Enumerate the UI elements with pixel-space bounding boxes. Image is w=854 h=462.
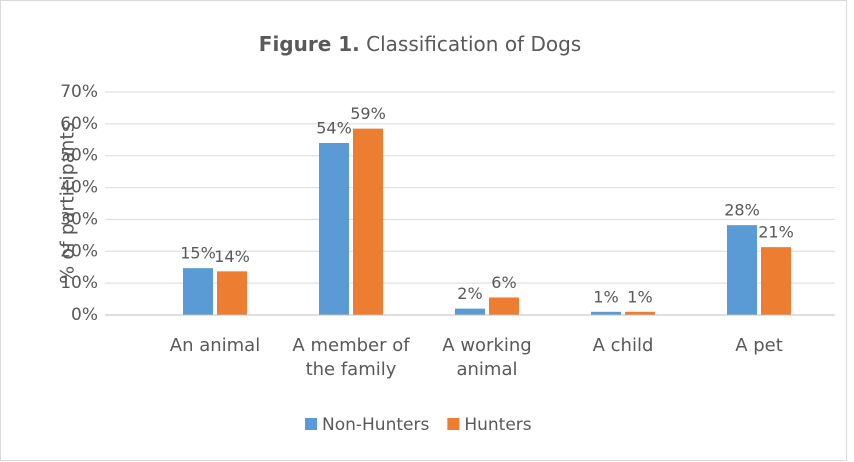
bar (727, 225, 757, 315)
data-label: 6% (491, 273, 516, 292)
bar (625, 311, 655, 315)
x-tick-label: A pet (735, 335, 783, 356)
data-label: 15% (180, 244, 216, 263)
bar (183, 268, 213, 315)
x-tick-line: A working (442, 335, 531, 356)
x-tick-line: animal (456, 359, 517, 380)
y-tick-label: 60% (60, 114, 98, 134)
chart-title-group: Figure 1. Classification of Dogs (259, 32, 581, 56)
data-label: 1% (593, 287, 618, 306)
data-label: 28% (724, 201, 760, 220)
x-tick-label: An animal (170, 335, 260, 356)
y-tick-label: 20% (60, 241, 98, 261)
data-label: 1% (627, 287, 652, 306)
y-tick-label: 0% (71, 305, 98, 325)
x-tick-label: A working animal (442, 335, 531, 380)
data-label: 21% (758, 223, 794, 242)
bar (455, 308, 485, 315)
y-axis-label: % of participants (57, 122, 79, 284)
bar (319, 142, 349, 315)
data-label: 59% (350, 104, 386, 123)
bar (489, 297, 519, 315)
bar (217, 271, 247, 315)
chart-title: Classification of Dogs (366, 32, 581, 56)
data-label: 2% (457, 284, 482, 303)
x-tick-line: A child (593, 335, 654, 356)
y-tick-label: 70% (60, 82, 98, 102)
legend-swatch (305, 418, 317, 430)
x-tick-line: A pet (735, 335, 783, 356)
y-tick-label: 30% (60, 209, 98, 229)
x-tick-label: A member of the family (292, 335, 410, 380)
x-tick-line: An animal (170, 335, 260, 356)
bar (353, 128, 383, 315)
x-tick-line: A member of (292, 335, 410, 356)
bar (591, 311, 621, 315)
data-label: 14% (214, 247, 250, 266)
data-label: 54% (316, 118, 352, 137)
figure-label: Figure 1. (259, 32, 360, 56)
legend-swatch (447, 418, 460, 430)
bar (761, 247, 791, 315)
x-tick-line: the family (306, 359, 397, 380)
y-tick-label: 50% (60, 146, 98, 166)
y-tick-label: 10% (60, 273, 98, 293)
legend-label: Hunters (464, 415, 531, 435)
y-tick-label: 40% (60, 178, 98, 198)
legend-label: Non-Hunters (322, 415, 429, 435)
x-tick-label: A child (593, 335, 654, 356)
